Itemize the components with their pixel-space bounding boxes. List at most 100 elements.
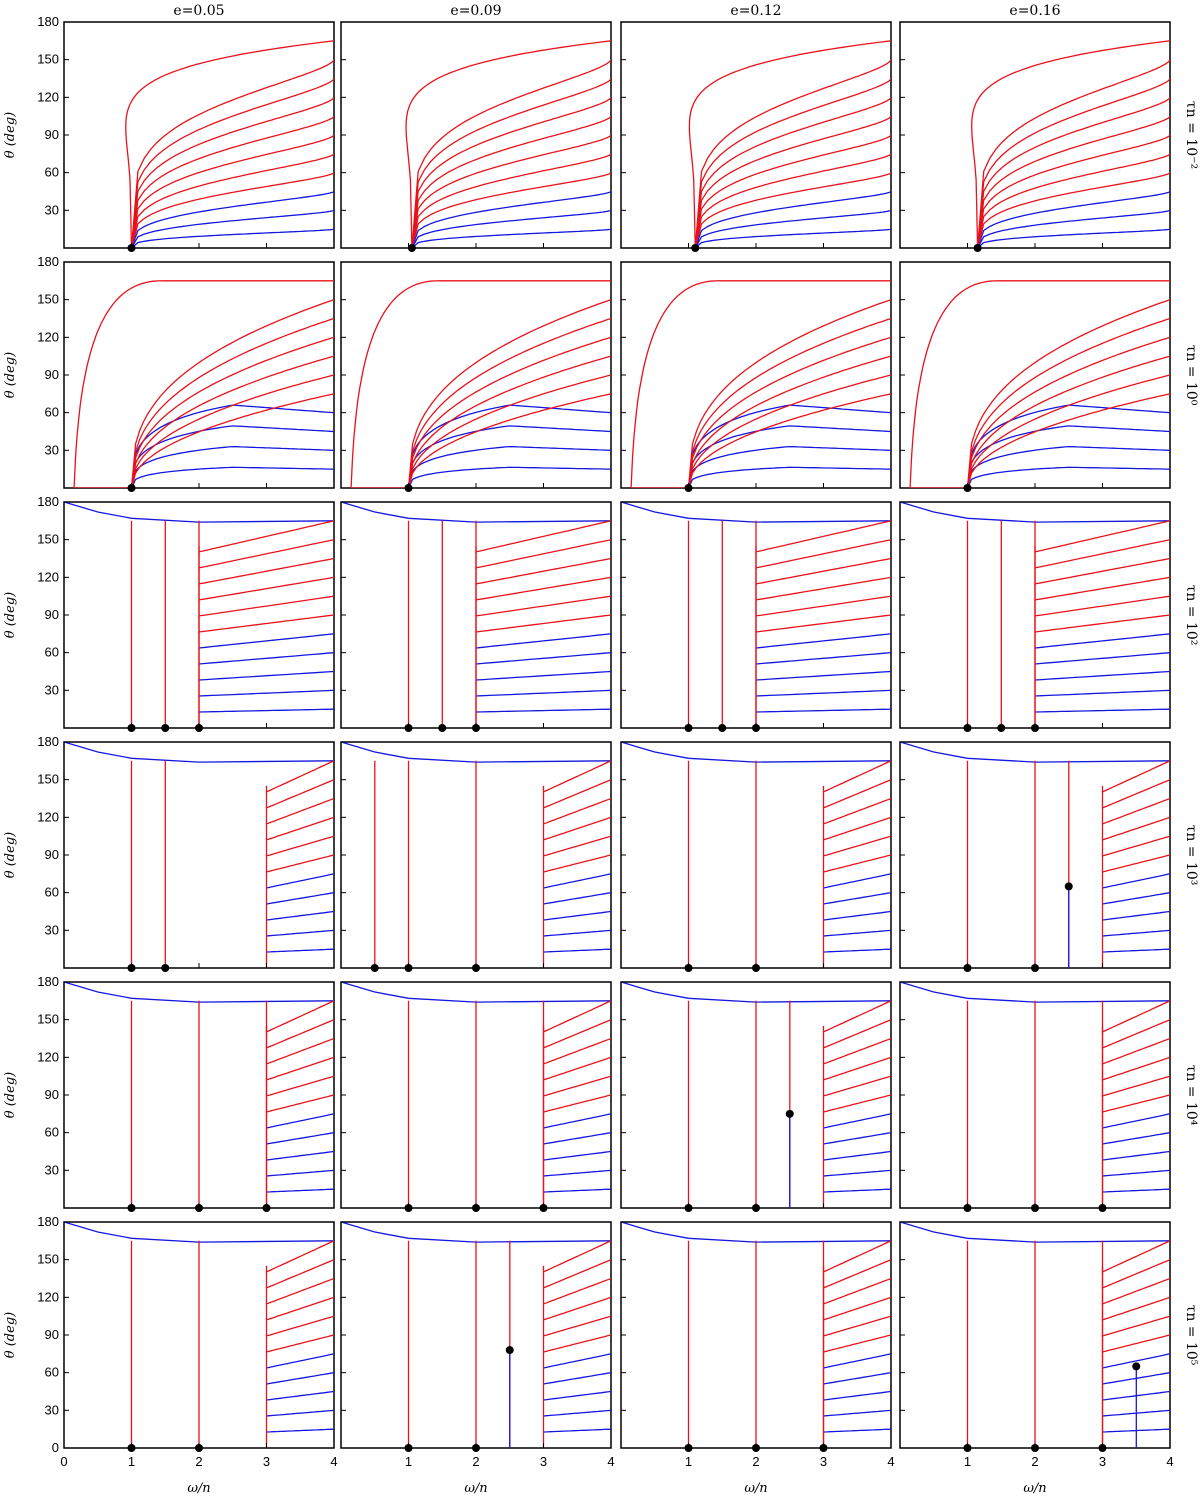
track-line — [198, 576, 334, 601]
y-tick-label: 150 — [37, 772, 59, 787]
track-line — [266, 1075, 334, 1097]
y-tick-label: 150 — [37, 532, 59, 547]
track-line — [1034, 539, 1170, 569]
equilibrium-point — [718, 724, 727, 732]
track-line — [411, 172, 611, 248]
track-line — [543, 1372, 611, 1385]
track-line — [823, 1390, 891, 1401]
panel-frame — [899, 261, 1171, 489]
panel-series — [900, 742, 1170, 968]
panel-series — [125, 40, 334, 248]
track-line — [755, 539, 891, 569]
panel-frame — [620, 21, 892, 249]
track-line — [130, 209, 334, 248]
track-line — [543, 873, 611, 889]
track-line — [198, 670, 334, 681]
x-tick-label: 4 — [330, 1454, 337, 1469]
track-line — [1102, 1188, 1170, 1193]
track-line — [1102, 1113, 1170, 1129]
track-line — [900, 1222, 1170, 1243]
track-line — [130, 374, 334, 488]
track-line — [405, 40, 611, 248]
track-line — [130, 317, 334, 488]
panel-series — [621, 502, 891, 728]
y-tick-label: 180 — [37, 494, 59, 509]
y-tick-label: 60 — [45, 1125, 59, 1140]
track-line — [823, 779, 891, 809]
track-line — [130, 115, 334, 248]
track-line — [266, 1037, 334, 1065]
track-line — [1034, 557, 1170, 585]
track-line — [130, 336, 334, 488]
track-line — [543, 1019, 611, 1049]
y-tick-label: 60 — [45, 165, 59, 180]
track-line — [694, 97, 891, 248]
track-line — [823, 948, 891, 953]
panel-frame — [340, 261, 612, 489]
track-line — [1102, 929, 1170, 937]
y-tick-label: 30 — [45, 202, 59, 217]
track-line — [266, 1132, 334, 1145]
track-line — [966, 393, 1170, 488]
track-line — [823, 1019, 891, 1049]
x-tick-label: 1 — [964, 1454, 971, 1469]
x-tick-label: 3 — [820, 1454, 827, 1469]
track-line — [198, 595, 334, 617]
equilibrium-point — [161, 724, 170, 732]
panel-3-2 — [620, 741, 892, 972]
x-tick-label: 2 — [1031, 1454, 1038, 1469]
track-line — [543, 1150, 611, 1161]
y-tick-label: 150 — [37, 52, 59, 67]
track-line — [543, 1353, 611, 1369]
track-line — [823, 1000, 891, 1033]
track-line — [976, 97, 1170, 248]
track-line — [407, 336, 611, 488]
y-tick-label: 60 — [45, 645, 59, 660]
row-title: τn = 10² — [1183, 585, 1199, 646]
track-line — [1034, 708, 1170, 713]
y-tick-label: 90 — [45, 607, 59, 622]
track-line — [411, 115, 611, 248]
track-line — [1102, 1353, 1170, 1369]
y-tick-label: 120 — [37, 1049, 59, 1064]
track-line — [198, 689, 334, 697]
panel-5-3: 1 2 3 4 — [899, 1221, 1174, 1469]
track-line — [543, 1113, 611, 1129]
track-line — [976, 172, 1170, 248]
track-line — [687, 466, 891, 488]
y-tick-label: 120 — [37, 1289, 59, 1304]
track-line — [73, 280, 334, 488]
track-line — [1102, 1334, 1170, 1353]
y-tick-label: 150 — [37, 1012, 59, 1027]
track-line — [266, 1277, 334, 1305]
track-line — [976, 78, 1170, 248]
track-line — [755, 708, 891, 713]
track-line — [1034, 689, 1170, 697]
y-tick-label: 30 — [45, 442, 59, 457]
y-tick-label: 180 — [37, 974, 59, 989]
track-line — [475, 670, 611, 681]
track-line — [1102, 1094, 1170, 1113]
panel-3-1 — [340, 741, 612, 972]
track-line — [1102, 1132, 1170, 1145]
panel-frame — [899, 21, 1171, 249]
track-line — [266, 1188, 334, 1193]
track-line — [823, 816, 891, 841]
track-line — [966, 445, 1170, 488]
y-tick-label: 120 — [37, 329, 59, 344]
track-line — [755, 633, 891, 649]
track-line — [341, 1222, 611, 1243]
track-line — [543, 1240, 611, 1273]
track-line — [198, 614, 334, 633]
track-line — [966, 299, 1170, 488]
track-line — [130, 97, 334, 248]
track-line — [687, 355, 891, 488]
track-line — [475, 652, 611, 665]
y-tick-label: 90 — [45, 847, 59, 862]
track-line — [407, 425, 611, 488]
x-tick-label: 3 — [263, 1454, 270, 1469]
y-tick-label: 30 — [45, 1402, 59, 1417]
panel-series — [688, 40, 891, 248]
x-axis-label: ω/n — [744, 1481, 767, 1496]
track-line — [543, 1390, 611, 1401]
